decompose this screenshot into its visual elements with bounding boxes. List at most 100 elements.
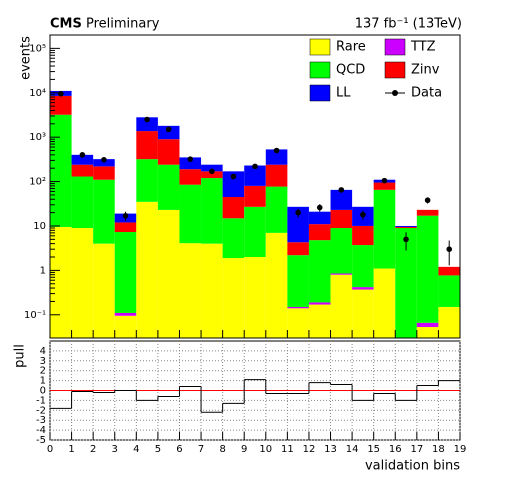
bar-segment xyxy=(416,215,439,323)
bar-segment xyxy=(201,243,223,338)
bar-segment xyxy=(157,164,180,210)
bar-segment xyxy=(71,228,94,338)
legend-label: LL xyxy=(336,86,351,101)
data-point xyxy=(360,211,366,218)
pull-tick-label: -3 xyxy=(36,415,46,426)
x-tick-label: 7 xyxy=(198,444,204,455)
bar-segment xyxy=(352,287,374,290)
x-tick-label: 8 xyxy=(219,444,225,455)
bar-segment xyxy=(93,159,115,167)
bar-segment xyxy=(157,139,180,165)
bar-segment xyxy=(71,164,94,177)
bar-segment xyxy=(287,242,309,256)
y-tick-label: 10⁻¹ xyxy=(24,310,46,321)
legend-label: Data xyxy=(411,86,442,101)
bar-segment xyxy=(395,225,417,227)
y-tick-label: 10⁴ xyxy=(29,88,46,99)
bar-segment xyxy=(265,232,288,338)
experiment: CMS xyxy=(50,17,82,32)
bar-segment xyxy=(244,165,266,186)
x-tick-label: 11 xyxy=(281,444,294,455)
bar-segment xyxy=(179,243,202,338)
bar-segment xyxy=(287,255,309,307)
bar-segment xyxy=(136,201,158,338)
x-tick-label: 18 xyxy=(432,444,445,455)
bar-segment xyxy=(287,306,309,309)
bar-segment xyxy=(114,232,137,313)
x-tick-label: 16 xyxy=(389,444,402,455)
bar-segment xyxy=(330,274,353,338)
bar-segment xyxy=(93,166,115,180)
y-tick-label: 10⁵ xyxy=(29,43,46,54)
bar-segment xyxy=(308,224,331,241)
bar-segment xyxy=(416,322,439,328)
bar-segment xyxy=(373,182,396,190)
legend-label: Zinv xyxy=(411,63,440,78)
bar-segment xyxy=(287,206,309,243)
data-point xyxy=(122,212,129,219)
bar-segment xyxy=(352,245,374,288)
legend-swatch xyxy=(309,38,331,56)
bar-segment xyxy=(244,206,266,258)
legend-swatch xyxy=(384,61,406,79)
legend-swatch xyxy=(309,84,331,102)
y-tick-label: 1 xyxy=(40,265,46,276)
bar-segment xyxy=(308,304,331,338)
legend-label: TTZ xyxy=(410,40,436,55)
y-tick-label: 10³ xyxy=(29,132,46,143)
bar-segment xyxy=(352,289,374,338)
data-point xyxy=(316,204,323,211)
bar-segment xyxy=(265,164,288,187)
bar-segment xyxy=(201,171,223,179)
pull-tick-label: -2 xyxy=(36,405,46,416)
pull-tick-label: -4 xyxy=(36,425,46,436)
bar-segment xyxy=(244,257,266,338)
bar-segment xyxy=(330,189,353,210)
bar-segment xyxy=(438,275,460,307)
data-point xyxy=(144,116,150,123)
bar-segment xyxy=(179,157,202,170)
x-tick-label: 5 xyxy=(155,444,161,455)
bar-segment xyxy=(395,226,417,229)
pull-tick-label: 1 xyxy=(40,376,46,387)
pull-tick-label: 0 xyxy=(40,386,46,397)
data-point xyxy=(338,187,345,193)
data-point xyxy=(101,156,107,163)
legend-data-marker xyxy=(392,90,398,96)
x-tick-label: 2 xyxy=(90,444,96,455)
data-point xyxy=(403,236,409,243)
bar-segment xyxy=(93,243,115,338)
y-axis-label: events xyxy=(19,36,34,80)
bar-segment xyxy=(416,327,439,338)
x-tick-label: 13 xyxy=(324,444,337,455)
bar-segment xyxy=(395,228,417,338)
bar-segment xyxy=(50,95,72,115)
lumi: 137 fb⁻¹ (13TeV) xyxy=(355,17,462,32)
pull-tick-label: -5 xyxy=(36,435,46,446)
bar-segment xyxy=(179,169,202,185)
bar-segment xyxy=(373,189,396,269)
pull-tick-label: 4 xyxy=(40,346,46,357)
data-point xyxy=(165,126,172,133)
bar-segment xyxy=(136,117,158,132)
bar-segment xyxy=(265,186,288,233)
x-tick-label: 19 xyxy=(454,444,467,455)
x-tick-label: 15 xyxy=(367,444,380,455)
bar-segment xyxy=(50,114,72,227)
x-tick-label: 6 xyxy=(176,444,182,455)
data-point xyxy=(57,90,64,97)
bar-segment xyxy=(244,185,266,207)
bar-segment xyxy=(136,159,158,202)
bar-segment xyxy=(287,308,309,338)
data-point xyxy=(424,197,431,204)
bar-segment xyxy=(157,125,180,140)
pull-tick-label: 2 xyxy=(40,366,46,377)
bar-segment xyxy=(114,312,137,316)
data-point xyxy=(230,173,237,180)
bar-segment xyxy=(330,209,353,229)
pull-tick-label: -1 xyxy=(36,395,46,406)
bar-segment xyxy=(352,225,374,246)
x-tick-label: 9 xyxy=(241,444,247,455)
x-tick-label: 14 xyxy=(346,444,359,455)
bar-segment xyxy=(179,184,202,244)
